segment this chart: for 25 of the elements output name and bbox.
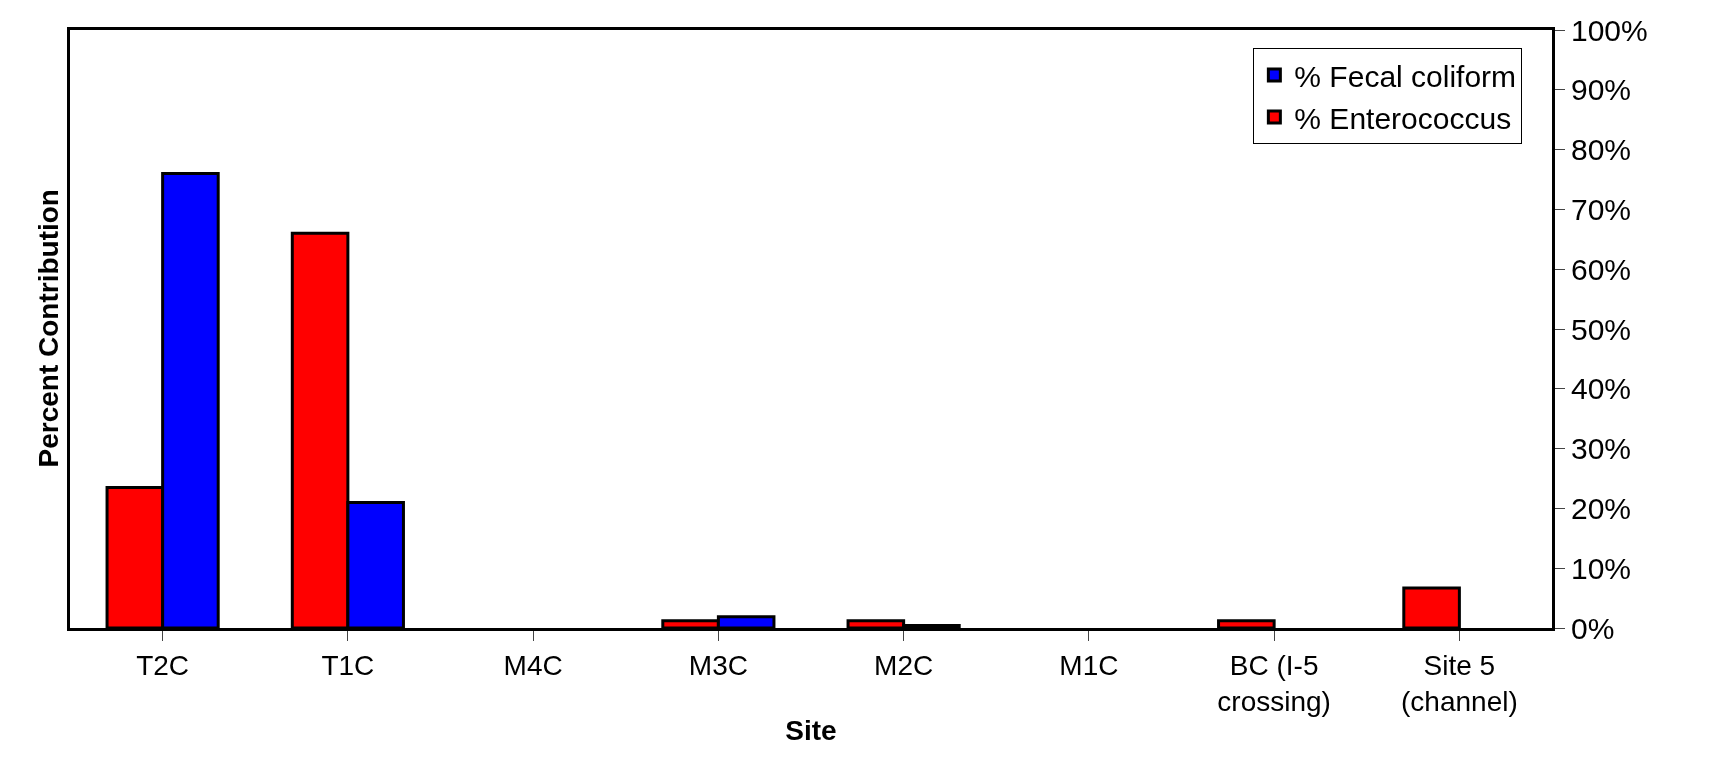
y-tick-label: 0% [1571, 611, 1615, 645]
x-tick-label: T2C [136, 649, 190, 681]
x-tick-label: Site 5 (channel) [1401, 649, 1518, 717]
x-tick-label: M3C [688, 649, 748, 681]
x-tick-label: M4C [503, 649, 563, 681]
x-tick-label: M1C [1059, 649, 1119, 681]
y-tick-label: 100% [1571, 13, 1648, 47]
y-tick-label: 60% [1571, 252, 1632, 286]
bar [1402, 586, 1461, 628]
y-tick-label: 80% [1571, 133, 1632, 167]
bar [1217, 619, 1276, 628]
x-axis-title: Site [785, 715, 837, 747]
y-tick-label: 10% [1571, 551, 1632, 585]
y-tick-label: 40% [1571, 372, 1632, 406]
legend-label: % Enterococcus [1294, 101, 1512, 135]
y-tick-label: 70% [1571, 192, 1632, 226]
y-tick-label: 30% [1571, 432, 1632, 466]
y-tick-label: 90% [1571, 73, 1632, 107]
x-tick-label: M2C [874, 649, 934, 681]
x-tick-label: BC (I-5 crossing) [1217, 649, 1331, 717]
y-axis-title: Percent Contribution [32, 189, 64, 468]
y-tick-label: 50% [1571, 312, 1632, 346]
legend-label: % Fecal coliform [1294, 59, 1517, 93]
y-tick-label: 20% [1571, 491, 1632, 525]
x-tick-label: T1C [321, 649, 375, 681]
